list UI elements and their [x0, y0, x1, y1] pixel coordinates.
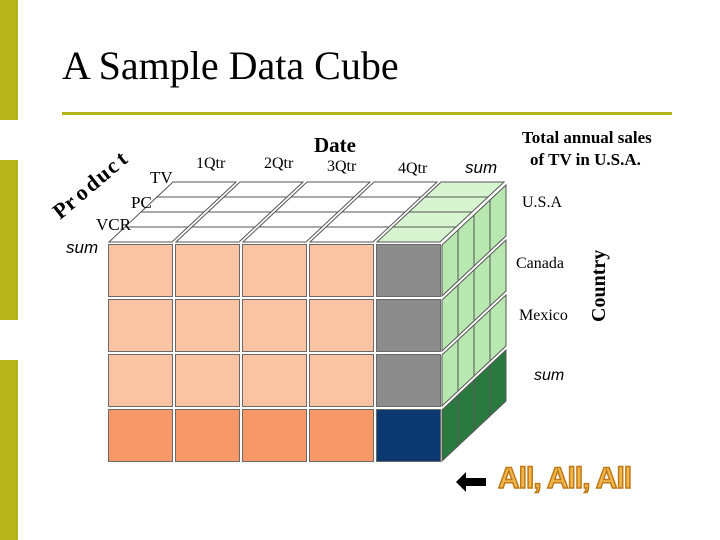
- cube-side-cell: [473, 198, 491, 268]
- cube-top-cell: [375, 226, 458, 243]
- cube-front-cell: [242, 244, 307, 297]
- left-arrow-icon: [456, 472, 486, 492]
- date-label-2qtr: 2Qtr: [264, 155, 294, 172]
- date-label-3qtr: 3Qtr: [327, 158, 357, 175]
- cube-front-cell: [309, 299, 374, 352]
- callout-line-1: Total annual sales: [522, 128, 652, 147]
- product-label-vcr: VCR: [96, 215, 131, 234]
- product-label-sum: sum: [66, 238, 99, 257]
- cube-sum-column-cell: [376, 244, 441, 297]
- cube-top-cell: [340, 196, 423, 213]
- cube-side-cell: [473, 308, 491, 378]
- cube-side-cell: [457, 213, 475, 283]
- accent-bar-notch: [0, 320, 18, 360]
- cube-sum-column-cell: [376, 354, 441, 407]
- cube-top-cell: [174, 226, 257, 243]
- cube-top-face: [107, 181, 506, 243]
- cube-side-cell: [441, 393, 459, 463]
- cube-side-cell: [489, 348, 507, 418]
- cube-top-cell: [257, 211, 340, 228]
- cube-side-cell: [441, 338, 459, 408]
- cube-sum-row-cell: [175, 409, 240, 462]
- cube-top-cell: [222, 181, 305, 198]
- cube-side-cell: [473, 363, 491, 433]
- cube-side-cell: [489, 183, 507, 253]
- cube-grand-total-cell: [376, 409, 441, 462]
- cube-side-face: [441, 183, 507, 463]
- date-label-1qtr: 1Qtr: [196, 155, 226, 172]
- all-all-all-label: All, All, All: [497, 461, 633, 496]
- cube-side-cell: [489, 293, 507, 363]
- cube-side-cell: [457, 323, 475, 393]
- slide-title: A Sample Data Cube: [62, 43, 399, 88]
- cube-front-cell: [175, 354, 240, 407]
- cube-top-cell: [241, 226, 324, 243]
- cube-front-cell: [175, 299, 240, 352]
- cube-front-cell: [309, 354, 374, 407]
- cube-top-cell: [391, 211, 474, 228]
- cube-top-cell: [324, 211, 407, 228]
- cube-top-cell: [423, 181, 506, 198]
- cube-sum-row-cell: [108, 409, 173, 462]
- cube-top-cell: [107, 226, 190, 243]
- cube-top-cell: [206, 196, 289, 213]
- cube-sum-row-cell: [309, 409, 374, 462]
- country-label-sum: sum: [534, 367, 565, 384]
- country-label-mexico: Mexico: [519, 307, 568, 324]
- date-axis-title: Date: [314, 133, 356, 157]
- cube-side-cell: [441, 228, 459, 298]
- cube-top-cell: [273, 196, 356, 213]
- cube-front-cell: [175, 244, 240, 297]
- cube-top-cell: [190, 211, 273, 228]
- cube-front-face: [108, 244, 441, 462]
- country-label-canada: Canada: [516, 255, 564, 272]
- product-label-pc: PC: [131, 193, 152, 212]
- country-label-usa: U.S.A: [522, 194, 563, 211]
- cube-front-cell: [108, 244, 173, 297]
- callout-line-2: of TV in U.S.A.: [530, 150, 641, 169]
- cube-top-cell: [289, 181, 372, 198]
- cube-side-cell: [457, 268, 475, 338]
- cube-front-cell: [242, 354, 307, 407]
- cube-sum-row-cell: [242, 409, 307, 462]
- date-label-4qtr: 4Qtr: [398, 160, 428, 177]
- cube-side-cell: [473, 253, 491, 323]
- cube-side-cell: [457, 378, 475, 448]
- cube-front-cell: [309, 244, 374, 297]
- cube-top-cell: [123, 211, 206, 228]
- cube-sum-column-cell: [376, 299, 441, 352]
- cube-top-cell: [407, 196, 490, 213]
- cube-side-cell: [489, 238, 507, 308]
- cube-front-cell: [242, 299, 307, 352]
- cube-side-cell: [441, 283, 459, 353]
- accent-bar-notch: [0, 120, 18, 160]
- cube-top-cell: [139, 196, 222, 213]
- title-underline: [62, 112, 672, 115]
- cube-top-cell: [356, 181, 439, 198]
- cube-top-cell: [308, 226, 391, 243]
- product-label-tv: TV: [150, 168, 173, 187]
- cube-front-cell: [108, 354, 173, 407]
- cube-front-cell: [108, 299, 173, 352]
- country-axis-title: Country: [588, 249, 610, 322]
- slide-accent-bar: [0, 0, 18, 540]
- date-label-sum: sum: [465, 158, 498, 177]
